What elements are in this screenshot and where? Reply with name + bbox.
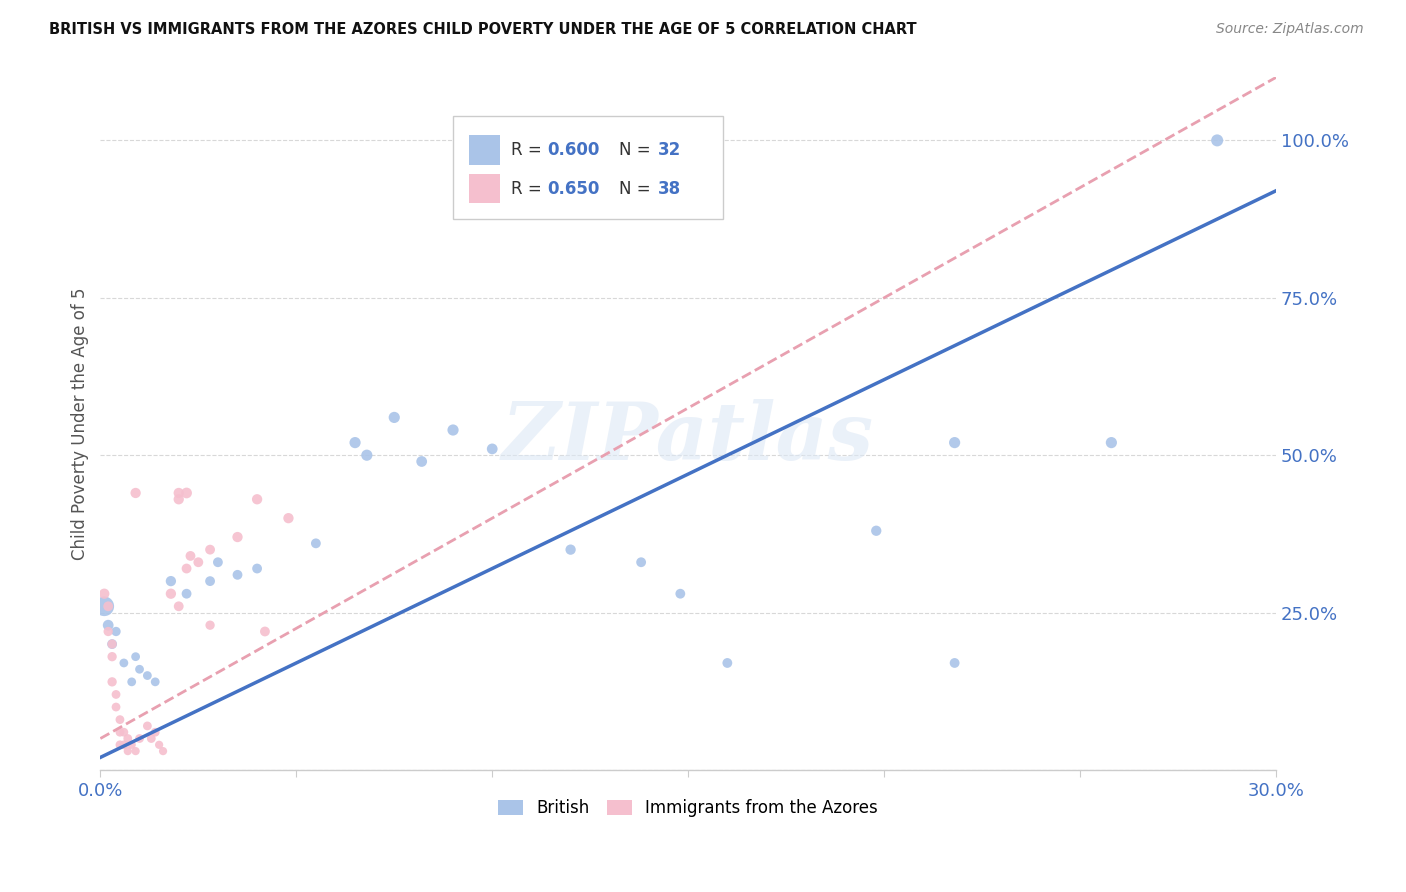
Text: 0.650: 0.650 bbox=[547, 180, 599, 198]
Text: N =: N = bbox=[619, 141, 657, 159]
Point bbox=[1206, 133, 1229, 147]
Point bbox=[356, 448, 378, 462]
Point bbox=[105, 688, 128, 702]
Legend: British, Immigrants from the Azores: British, Immigrants from the Azores bbox=[492, 793, 884, 824]
Text: Source: ZipAtlas.com: Source: ZipAtlas.com bbox=[1216, 22, 1364, 37]
Point bbox=[97, 599, 120, 614]
Point bbox=[93, 599, 115, 614]
Point bbox=[101, 637, 124, 651]
Text: R =: R = bbox=[510, 141, 547, 159]
Text: N =: N = bbox=[619, 180, 657, 198]
Point bbox=[198, 574, 221, 588]
Point bbox=[141, 731, 163, 746]
Point bbox=[143, 674, 166, 689]
Point bbox=[179, 549, 201, 563]
Point bbox=[112, 656, 135, 670]
Point bbox=[101, 674, 124, 689]
Point bbox=[943, 435, 966, 450]
Point bbox=[441, 423, 464, 437]
Point bbox=[128, 662, 150, 676]
Text: 38: 38 bbox=[658, 180, 681, 198]
Point bbox=[148, 738, 170, 752]
Point bbox=[108, 725, 131, 739]
Text: 32: 32 bbox=[658, 141, 682, 159]
Point bbox=[305, 536, 328, 550]
Point bbox=[121, 674, 143, 689]
Point bbox=[108, 713, 131, 727]
Point bbox=[382, 410, 405, 425]
Point bbox=[198, 618, 221, 632]
Point bbox=[160, 574, 183, 588]
Point bbox=[117, 744, 139, 758]
Point bbox=[101, 637, 124, 651]
Point bbox=[121, 738, 143, 752]
Point bbox=[344, 435, 367, 450]
Point bbox=[277, 511, 299, 525]
Point bbox=[943, 656, 966, 670]
Point bbox=[716, 656, 738, 670]
Point bbox=[246, 561, 269, 575]
Point bbox=[97, 624, 120, 639]
Point bbox=[105, 700, 128, 714]
Point bbox=[481, 442, 503, 456]
Text: R =: R = bbox=[510, 180, 547, 198]
Text: 0.600: 0.600 bbox=[547, 141, 599, 159]
Y-axis label: Child Poverty Under the Age of 5: Child Poverty Under the Age of 5 bbox=[72, 287, 89, 560]
Point bbox=[1099, 435, 1122, 450]
Point bbox=[176, 486, 198, 500]
Point bbox=[187, 555, 209, 569]
Point bbox=[124, 744, 146, 758]
Point bbox=[207, 555, 229, 569]
Text: ZIPatlas: ZIPatlas bbox=[502, 399, 875, 476]
Point bbox=[124, 649, 146, 664]
Point bbox=[560, 542, 582, 557]
Point bbox=[101, 649, 124, 664]
Point bbox=[167, 492, 190, 507]
Point bbox=[246, 492, 269, 507]
Point bbox=[411, 454, 433, 468]
Point bbox=[167, 599, 190, 614]
Point bbox=[112, 738, 135, 752]
Point bbox=[160, 587, 183, 601]
Point bbox=[865, 524, 887, 538]
FancyBboxPatch shape bbox=[453, 116, 724, 219]
Text: BRITISH VS IMMIGRANTS FROM THE AZORES CHILD POVERTY UNDER THE AGE OF 5 CORRELATI: BRITISH VS IMMIGRANTS FROM THE AZORES CH… bbox=[49, 22, 917, 37]
Point bbox=[112, 725, 135, 739]
Point bbox=[176, 587, 198, 601]
Point bbox=[669, 587, 692, 601]
Bar bbox=[470, 174, 501, 203]
Point bbox=[198, 542, 221, 557]
Point bbox=[97, 618, 120, 632]
Bar bbox=[470, 136, 501, 164]
Point bbox=[128, 731, 150, 746]
Point bbox=[136, 719, 159, 733]
Point bbox=[117, 731, 139, 746]
Point bbox=[167, 486, 190, 500]
Point bbox=[108, 738, 131, 752]
Point bbox=[253, 624, 276, 639]
Point bbox=[226, 567, 249, 582]
Point bbox=[152, 744, 174, 758]
Point bbox=[93, 587, 115, 601]
Point bbox=[176, 561, 198, 575]
Point bbox=[136, 668, 159, 682]
Point bbox=[105, 624, 128, 639]
Point bbox=[226, 530, 249, 544]
Point bbox=[124, 486, 146, 500]
Point bbox=[630, 555, 652, 569]
Point bbox=[143, 725, 166, 739]
